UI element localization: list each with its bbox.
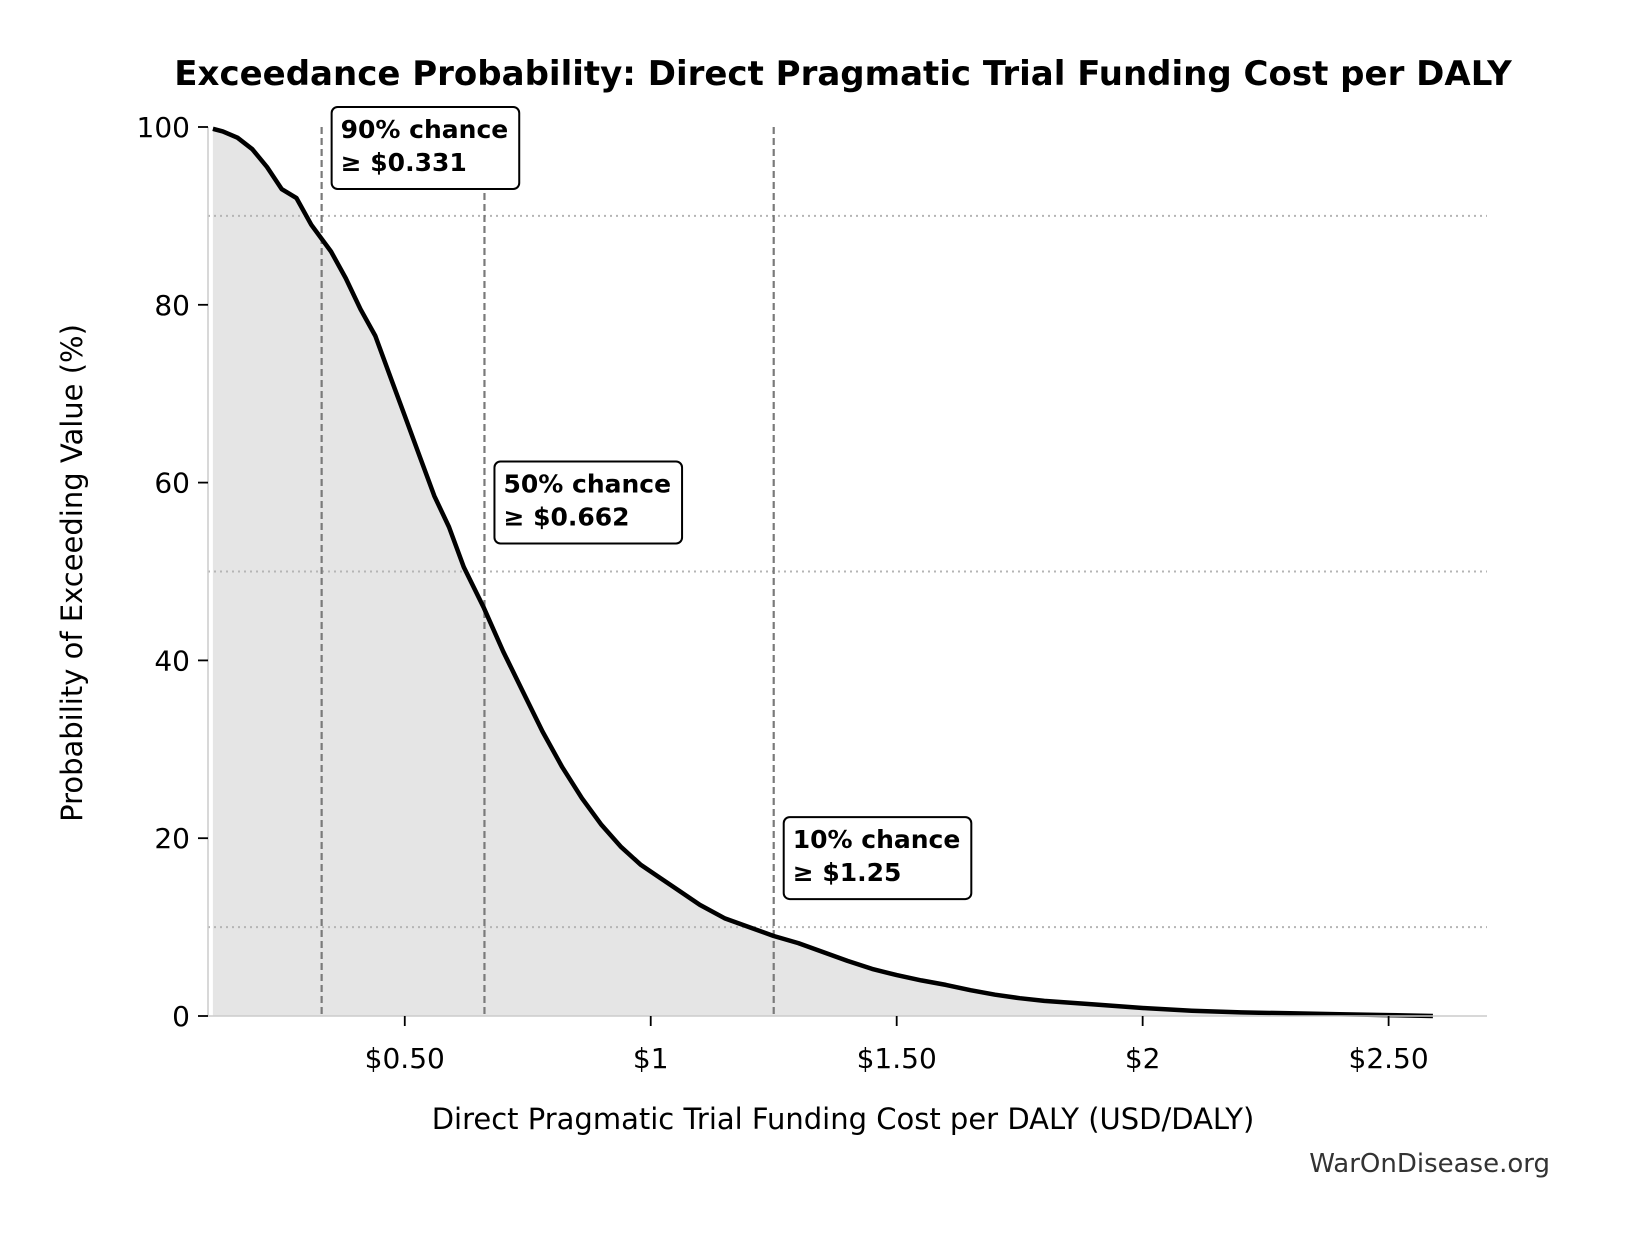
y-tick-label: 60 — [154, 467, 190, 500]
watermark: WarOnDisease.org — [1309, 1149, 1550, 1179]
annotation-line-1: 50% chance — [503, 470, 671, 499]
plot-area: 0 20 40 60 80 100 $0.50 $1 $1.50 $2 $2.50 90% cha… — [137, 106, 1487, 1075]
annotation-box — [493, 460, 684, 545]
annotation-box — [782, 816, 973, 901]
x-tick-label: $2.50 — [1349, 1042, 1429, 1075]
y-tick-label: 40 — [154, 644, 190, 677]
x-axis-ticks: $0.50 $1 $1.50 $2 $2.50 — [365, 1016, 1429, 1075]
annotation-2: 10% chance ≥ $1.25 — [782, 816, 973, 901]
threshold-annotations: 90% chance ≥ $0.331 50% chance ≥ $0.662 10% … — [330, 106, 973, 901]
annotation-1: 50% chance ≥ $0.662 — [493, 460, 684, 545]
annotation-box — [330, 106, 521, 190]
y-tick-label: 20 — [154, 822, 190, 855]
y-tick-label: 80 — [154, 289, 190, 322]
y-tick-label: 0 — [172, 1000, 190, 1033]
annotation-line-2: ≥ $0.331 — [341, 148, 467, 177]
annotation-line-1: 10% chance — [793, 825, 961, 854]
x-axis-label: Direct Pragmatic Trial Funding Cost per … — [432, 1102, 1255, 1136]
annotation-0: 90% chance ≥ $0.331 — [330, 106, 521, 190]
annotation-line-1: 90% chance — [341, 115, 509, 144]
y-axis-label: Probability of Exceeding Value (%) — [55, 324, 89, 822]
x-tick-label: $1.50 — [857, 1042, 937, 1075]
y-tick-label: 100 — [137, 111, 190, 144]
exceedance-curve — [212, 126, 1433, 1019]
annotation-line-2: ≥ $0.662 — [503, 503, 629, 532]
x-tick-label: $0.50 — [365, 1042, 445, 1075]
exceedance-fill — [212, 128, 1433, 1017]
chart-title: Exceedance Probability: Direct Pragmatic… — [174, 54, 1512, 94]
x-tick-label: $1 — [633, 1042, 669, 1075]
x-tick-label: $2 — [1125, 1042, 1161, 1075]
threshold-reference-lines — [320, 127, 775, 1016]
annotation-line-2: ≥ $1.25 — [793, 858, 902, 887]
y-axis-ticks: 0 20 40 60 80 100 — [137, 111, 208, 1033]
